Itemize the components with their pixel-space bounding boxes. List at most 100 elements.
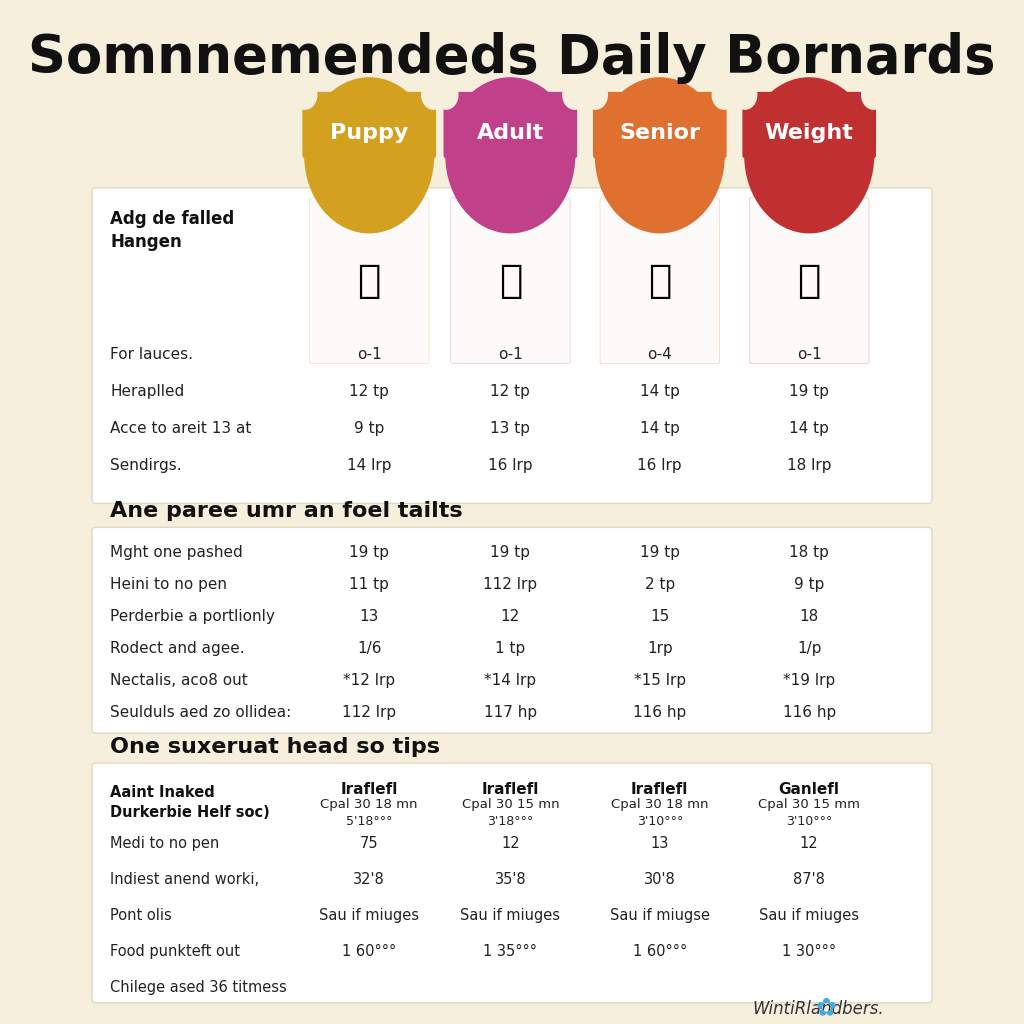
- Text: For lauces.: For lauces.: [111, 347, 194, 362]
- Text: Ganlefl: Ganlefl: [778, 781, 840, 797]
- Text: 12 tp: 12 tp: [349, 384, 389, 399]
- Text: 19 tp: 19 tp: [490, 545, 530, 560]
- Text: 5'18°°°: 5'18°°°: [346, 814, 392, 827]
- Text: WintiRlandbers.: WintiRlandbers.: [753, 999, 884, 1018]
- Text: 19 tp: 19 tp: [790, 384, 829, 399]
- Text: 🐕: 🐕: [648, 262, 672, 300]
- Text: Ane paree umr an foel tailts: Ane paree umr an foel tailts: [111, 502, 463, 521]
- Text: 3'18°°°: 3'18°°°: [487, 814, 534, 827]
- Text: Cpal 30 18 mn: Cpal 30 18 mn: [611, 798, 709, 811]
- Text: 75: 75: [359, 837, 379, 852]
- Text: 1 30°°°: 1 30°°°: [782, 944, 837, 959]
- Text: 12: 12: [501, 608, 520, 624]
- Text: Seulduls aed zo ollidea:: Seulduls aed zo ollidea:: [111, 705, 292, 720]
- Text: 19 tp: 19 tp: [640, 545, 680, 560]
- Text: 112 lrp: 112 lrp: [483, 577, 538, 592]
- Circle shape: [733, 81, 757, 110]
- Text: 87'8: 87'8: [794, 872, 825, 888]
- Text: 16 lrp: 16 lrp: [638, 458, 682, 473]
- Circle shape: [293, 81, 316, 110]
- Circle shape: [305, 78, 433, 232]
- Text: 3'10°°°: 3'10°°°: [786, 814, 833, 827]
- Text: 1 60°°°: 1 60°°°: [633, 944, 687, 959]
- Text: Cpal 30 15 mn: Cpal 30 15 mn: [462, 798, 559, 811]
- Text: Perderbie a portlionly: Perderbie a portlionly: [111, 608, 275, 624]
- Text: 14 tp: 14 tp: [640, 421, 680, 436]
- FancyBboxPatch shape: [92, 187, 932, 504]
- FancyBboxPatch shape: [92, 763, 932, 1002]
- Text: Adult: Adult: [477, 123, 544, 143]
- Text: Chilege ased 36 titmess: Chilege ased 36 titmess: [111, 980, 287, 995]
- Text: 12 tp: 12 tp: [490, 384, 530, 399]
- Text: o-1: o-1: [498, 347, 522, 362]
- Circle shape: [584, 81, 607, 110]
- Text: 1/p: 1/p: [797, 641, 821, 655]
- Text: 11 tp: 11 tp: [349, 577, 389, 592]
- Text: Heraplled: Heraplled: [111, 384, 184, 399]
- Text: 30'8: 30'8: [644, 872, 676, 888]
- Text: Iraflefl: Iraflefl: [341, 781, 398, 797]
- Text: 112 lrp: 112 lrp: [342, 705, 396, 720]
- Text: 🐕: 🐕: [798, 262, 821, 300]
- Text: 12: 12: [501, 837, 519, 852]
- Text: 1 35°°°: 1 35°°°: [483, 944, 538, 959]
- Text: 1 tp: 1 tp: [496, 641, 525, 655]
- Circle shape: [713, 81, 736, 110]
- Text: 18 lrp: 18 lrp: [787, 458, 831, 473]
- Text: 1rp: 1rp: [647, 641, 673, 655]
- Text: *14 lrp: *14 lrp: [484, 673, 537, 688]
- Text: *12 lrp: *12 lrp: [343, 673, 395, 688]
- Text: Sau if miuges: Sau if miuges: [461, 908, 560, 924]
- FancyBboxPatch shape: [309, 198, 429, 364]
- Circle shape: [563, 81, 587, 110]
- Text: 13: 13: [359, 608, 379, 624]
- Text: Heini to no pen: Heini to no pen: [111, 577, 227, 592]
- Text: Adg de falled
Hangen: Adg de falled Hangen: [111, 210, 234, 251]
- Text: Iraflefl: Iraflefl: [631, 781, 688, 797]
- Text: 14 tp: 14 tp: [640, 384, 680, 399]
- Text: Puppy: Puppy: [330, 123, 409, 143]
- Text: Indiest anend worki,: Indiest anend worki,: [111, 872, 259, 888]
- Text: Acce to areit 13 at: Acce to areit 13 at: [111, 421, 252, 436]
- Text: Weight: Weight: [765, 123, 854, 143]
- Text: 14 lrp: 14 lrp: [347, 458, 391, 473]
- Text: Sendirgs.: Sendirgs.: [111, 458, 182, 473]
- Text: Pont olis: Pont olis: [111, 908, 172, 924]
- Text: ✿: ✿: [815, 996, 837, 1021]
- FancyBboxPatch shape: [443, 92, 578, 159]
- Text: Iraflefl: Iraflefl: [481, 781, 539, 797]
- Text: 1/6: 1/6: [357, 641, 382, 655]
- Text: 3'10°°°: 3'10°°°: [637, 814, 683, 827]
- Text: Food punkteft out: Food punkteft out: [111, 944, 241, 959]
- Text: Nectalis, aco8 out: Nectalis, aco8 out: [111, 673, 248, 688]
- Text: 14 tp: 14 tp: [790, 421, 829, 436]
- Text: o-1: o-1: [356, 347, 382, 362]
- Text: 16 lrp: 16 lrp: [488, 458, 532, 473]
- Text: Cpal 30 18 mn: Cpal 30 18 mn: [321, 798, 418, 811]
- Text: 116 hp: 116 hp: [633, 705, 686, 720]
- Circle shape: [595, 78, 724, 232]
- Text: Cpal 30 15 mm: Cpal 30 15 mm: [758, 798, 860, 811]
- Text: Sau if miuges: Sau if miuges: [759, 908, 859, 924]
- FancyBboxPatch shape: [451, 198, 570, 364]
- Text: One suxeruat head so tips: One suxeruat head so tips: [111, 737, 440, 757]
- Text: 117 hp: 117 hp: [483, 705, 537, 720]
- Text: 15: 15: [650, 608, 670, 624]
- Text: o-1: o-1: [797, 347, 821, 362]
- Text: 🐕: 🐕: [357, 262, 381, 300]
- Text: 1 60°°°: 1 60°°°: [342, 944, 396, 959]
- Text: 18 tp: 18 tp: [790, 545, 829, 560]
- Circle shape: [744, 78, 873, 232]
- Circle shape: [861, 81, 886, 110]
- Text: *15 lrp: *15 lrp: [634, 673, 686, 688]
- Text: Senior: Senior: [620, 123, 700, 143]
- Circle shape: [446, 78, 574, 232]
- Circle shape: [422, 81, 445, 110]
- Text: 9 tp: 9 tp: [354, 421, 384, 436]
- Text: Somnnemendeds Daily Bornards: Somnnemendeds Daily Bornards: [29, 32, 995, 84]
- FancyBboxPatch shape: [302, 92, 436, 159]
- Text: *19 lrp: *19 lrp: [783, 673, 836, 688]
- Text: 19 tp: 19 tp: [349, 545, 389, 560]
- Text: 2 tp: 2 tp: [645, 577, 675, 592]
- FancyBboxPatch shape: [750, 198, 869, 364]
